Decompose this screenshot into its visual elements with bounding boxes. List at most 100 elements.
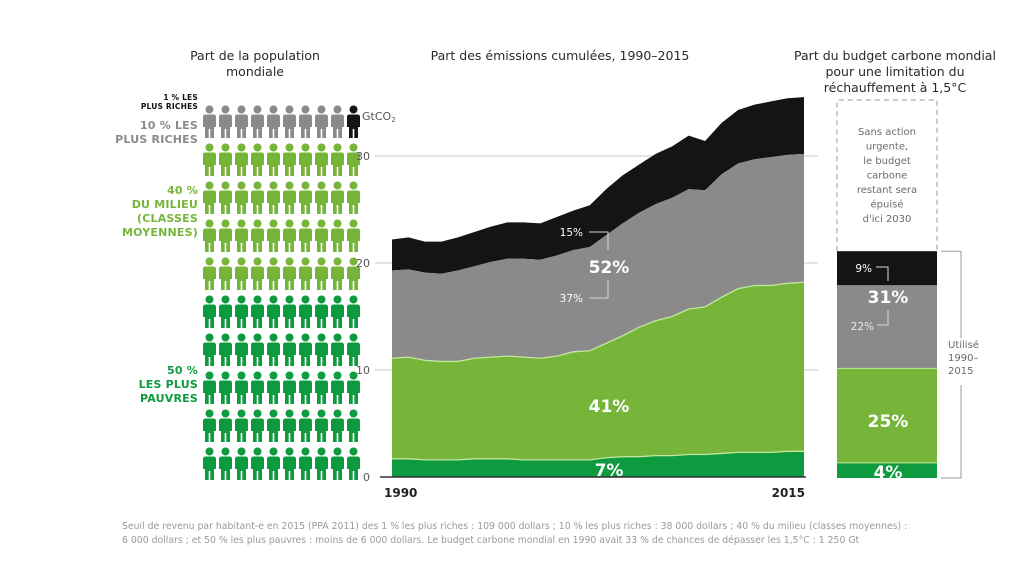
remaining-note-line: urgente, <box>866 142 908 153</box>
group-label-top1: 1 % LES PLUS RICHES <box>141 93 198 111</box>
group-label-bottom50: 50 % LES PLUS PAUVRES <box>139 364 198 406</box>
person-icon <box>267 371 280 404</box>
person-icon <box>331 257 344 290</box>
group-label-line: 40 % <box>167 184 198 197</box>
pictograph-row <box>202 333 362 371</box>
person-icon <box>219 447 232 480</box>
group-label-line: 10 % LES <box>139 119 198 132</box>
person-icon <box>219 105 232 138</box>
person-icon <box>315 295 328 328</box>
person-icon <box>283 181 296 214</box>
person-icon <box>235 295 248 328</box>
remaining-note-line: carbone <box>867 171 908 182</box>
person-icon <box>251 181 264 214</box>
person-icon <box>203 219 216 252</box>
person-icon <box>315 219 328 252</box>
person-icon <box>251 257 264 290</box>
person-icon <box>283 447 296 480</box>
y-axis-unit-label: GtCO2 <box>362 110 396 124</box>
person-icon <box>235 105 248 138</box>
used-label-line: Utilisé <box>948 339 979 351</box>
person-icon <box>283 143 296 176</box>
person-icon <box>347 105 360 138</box>
person-icon <box>299 295 312 328</box>
person-icon <box>331 333 344 366</box>
person-icon <box>347 371 360 404</box>
group-label-line: PLUS RICHES <box>140 102 198 111</box>
person-icon <box>299 143 312 176</box>
budget-label: 25% <box>868 412 909 432</box>
person-icon <box>267 295 280 328</box>
person-icon <box>331 447 344 480</box>
group-label-line: PAUVRES <box>140 392 198 405</box>
remaining-note-line: le budget <box>863 156 911 167</box>
pictograph-row <box>202 447 362 485</box>
person-icon <box>331 143 344 176</box>
person-icon <box>347 295 360 328</box>
population-pictograph <box>202 105 362 485</box>
person-icon <box>235 257 248 290</box>
person-icon <box>299 371 312 404</box>
person-icon <box>347 181 360 214</box>
group-label-middle40: 40 % DU MILIEU (CLASSES MOYENNES) <box>122 184 198 240</box>
person-icon <box>331 371 344 404</box>
remaining-note-line: Sans action <box>858 127 916 138</box>
remaining-note-line: d'ici 2030 <box>863 214 912 225</box>
x-tick-label: 2015 <box>772 486 805 500</box>
y-tick-label: 20 <box>356 257 370 270</box>
remaining-budget-box <box>836 99 938 252</box>
group-label-top10: 10 % LES PLUS RICHES <box>115 119 198 147</box>
person-icon <box>267 333 280 366</box>
remaining-note-line: restant sera <box>857 185 917 196</box>
person-icon <box>315 181 328 214</box>
person-icon <box>347 409 360 442</box>
person-icon <box>267 447 280 480</box>
person-icon <box>299 105 312 138</box>
person-icon <box>219 295 232 328</box>
person-icon <box>251 295 264 328</box>
person-icon <box>299 219 312 252</box>
person-icon <box>203 181 216 214</box>
person-icon <box>331 181 344 214</box>
budget-segment-grey <box>837 285 937 369</box>
person-icon <box>283 371 296 404</box>
pictograph-row <box>202 219 362 257</box>
y-tick-label: 0 <box>363 471 370 484</box>
pictograph-row <box>202 181 362 219</box>
person-icon <box>203 371 216 404</box>
remaining-note-line: épuisé <box>871 199 904 211</box>
person-icon <box>219 333 232 366</box>
person-icon <box>203 333 216 366</box>
person-icon <box>235 219 248 252</box>
person-icon <box>219 257 232 290</box>
group-label-line: MOYENNES) <box>121 226 198 239</box>
person-icon <box>219 371 232 404</box>
footnote: Seuil de revenu par habitant-e en 2015 (… <box>122 520 1002 548</box>
emissions-title: Part des émissions cumulées, 1990–2015 <box>430 48 690 63</box>
budget-segment-dark <box>837 462 937 478</box>
budget-label: 31% <box>868 288 909 308</box>
person-icon <box>235 333 248 366</box>
group-label-line: PLUS RICHES <box>115 133 198 146</box>
person-icon <box>235 409 248 442</box>
person-icon <box>251 447 264 480</box>
person-icon <box>299 257 312 290</box>
person-icon <box>315 447 328 480</box>
person-icon <box>315 105 328 138</box>
area-boundary-line <box>391 281 805 363</box>
person-icon <box>283 295 296 328</box>
pictograph-row <box>202 371 362 409</box>
annotation-bracket <box>589 231 609 299</box>
group-label-line: 1 % LES <box>163 93 198 102</box>
person-icon <box>331 409 344 442</box>
person-icon <box>267 143 280 176</box>
person-icon <box>267 219 280 252</box>
person-icon <box>331 295 344 328</box>
person-icon <box>315 409 328 442</box>
person-icon <box>267 257 280 290</box>
person-icon <box>203 143 216 176</box>
person-icon <box>251 105 264 138</box>
budget-label: 9% <box>855 263 872 275</box>
person-icon <box>299 333 312 366</box>
